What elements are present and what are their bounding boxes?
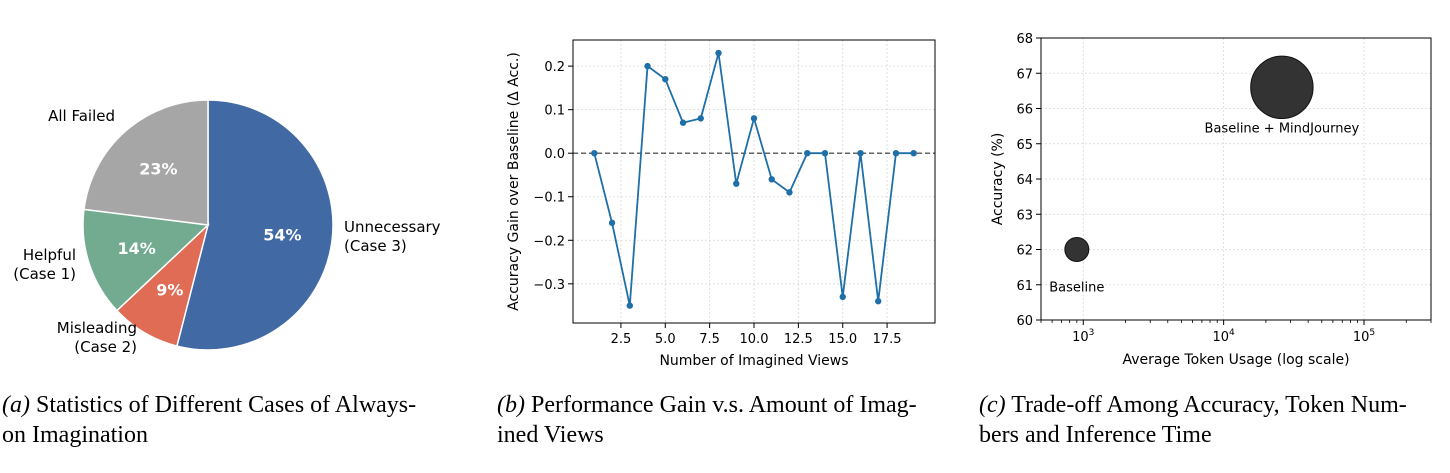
- y-axis-label: Accuracy (%): [990, 133, 1006, 226]
- caption-a-line2: on Imagination: [2, 422, 148, 448]
- x-tick-label: 104: [1212, 328, 1235, 345]
- data-point: [839, 293, 846, 301]
- bubble-point: [1250, 55, 1314, 120]
- caption-a-tag: (a): [2, 392, 30, 418]
- caption-c: (c) Trade-off Among Accuracy, Token Num-…: [979, 390, 1449, 450]
- y-tick-label: 65: [1016, 138, 1033, 153]
- y-tick-label: 63: [1016, 208, 1033, 223]
- data-point: [750, 115, 758, 122]
- line-chart: 2.5 5.0 7.5 10.0 12.5 15.0 17.5 0.2 0.1 0.0 −0.1 −0…: [506, 39, 936, 369]
- bubble-label: Baseline + MindJourney: [1205, 122, 1360, 137]
- caption-b-line1: Performance Gain v.s. Amount of Imag-: [524, 392, 917, 418]
- x-tick-label: 2.5: [611, 332, 632, 347]
- data-point: [892, 150, 900, 157]
- data-point: [697, 115, 704, 122]
- x-axis-label: Number of Imagined Views: [659, 353, 848, 369]
- caption-b: (b) Performance Gain v.s. Amount of Imag…: [497, 390, 967, 450]
- y-tick-label: 0.0: [544, 147, 565, 162]
- caption-c-line2: bers and Inference Time: [979, 422, 1212, 448]
- data-point: [626, 302, 633, 309]
- y-tick-label: −0.1: [533, 191, 565, 206]
- pie-chart: 54% Unnecessary (Case 3) 9% Misleading (Case …: [13, 99, 441, 356]
- pie-category-label: Misleading (Case 2): [57, 319, 137, 356]
- pie-percent-label: 9%: [156, 281, 183, 300]
- data-point: [679, 119, 687, 126]
- y-tick-label: 60: [1016, 314, 1033, 329]
- y-tick-label: 67: [1016, 67, 1033, 82]
- y-tick-label: 0.2: [544, 60, 565, 75]
- bubble-label: Baseline: [1049, 281, 1104, 296]
- y-axis-label: Accuracy Gain over Baseline (Δ Acc.): [506, 52, 522, 311]
- caption-a: (a) Statistics of Different Cases of Alw…: [2, 390, 472, 450]
- y-tick-label: 66: [1016, 103, 1033, 118]
- pie-percent-label: 54%: [263, 225, 301, 244]
- data-point: [786, 189, 793, 196]
- y-tick-label: 61: [1016, 279, 1033, 294]
- pie-slice: [176, 99, 334, 351]
- caption-b-tag: (b): [497, 392, 525, 418]
- x-axis-label: Average Token Usage (log scale): [1122, 352, 1349, 368]
- x-tick-label: 103: [1072, 328, 1094, 345]
- pie-category-label: All Failed: [48, 107, 115, 125]
- data-point: [608, 219, 616, 227]
- data-point: [644, 62, 651, 70]
- data-point: [768, 176, 775, 183]
- pie-slice: [82, 208, 210, 312]
- data-point: [875, 298, 882, 305]
- pie-percent-label: 23%: [139, 160, 177, 179]
- data-point: [662, 75, 669, 83]
- data-point: [821, 150, 829, 157]
- caption-c-tag: (c): [979, 392, 1006, 418]
- bubble-point: [1064, 237, 1090, 262]
- data-point: [733, 180, 740, 187]
- data-point: [910, 150, 917, 157]
- x-tick-label: 105: [1353, 328, 1375, 345]
- scatter-chart: 103 104 105 60 61 62 63 64 65 66 67 68 Baseline Basel…: [990, 32, 1432, 368]
- data-point: [857, 150, 864, 157]
- caption-c-line1: Trade-off Among Accuracy, Token Num-: [1005, 392, 1407, 418]
- y-tick-label: 68: [1016, 32, 1033, 47]
- caption-a-line1: Statistics of Different Cases of Always-: [29, 392, 417, 418]
- plot-frame: [572, 39, 936, 324]
- caption-b-line2: ined Views: [497, 422, 604, 448]
- pie-slice: [83, 99, 209, 226]
- pie-category-label: Unnecessary (Case 3): [344, 218, 441, 255]
- y-tick-label: −0.3: [533, 278, 565, 293]
- x-tick-label: 15.0: [828, 332, 857, 347]
- x-tick-label: 5.0: [655, 332, 676, 347]
- y-tick-label: 62: [1016, 244, 1033, 259]
- y-tick-label: 64: [1016, 173, 1033, 188]
- x-tick-label: 10.0: [740, 332, 769, 347]
- data-point: [715, 49, 722, 57]
- x-tick-label: 7.5: [699, 332, 720, 347]
- y-tick-label: −0.2: [533, 234, 565, 249]
- data-point: [591, 150, 598, 157]
- pie-percent-label: 14%: [118, 239, 156, 258]
- series-line: [593, 52, 914, 306]
- pie-category-label: Helpful (Case 1): [13, 246, 76, 283]
- data-point: [804, 150, 811, 157]
- x-tick-label: 12.5: [784, 332, 813, 347]
- plot-frame: [1040, 37, 1432, 321]
- y-tick-label: 0.1: [544, 104, 565, 119]
- x-tick-label: 17.5: [873, 332, 902, 347]
